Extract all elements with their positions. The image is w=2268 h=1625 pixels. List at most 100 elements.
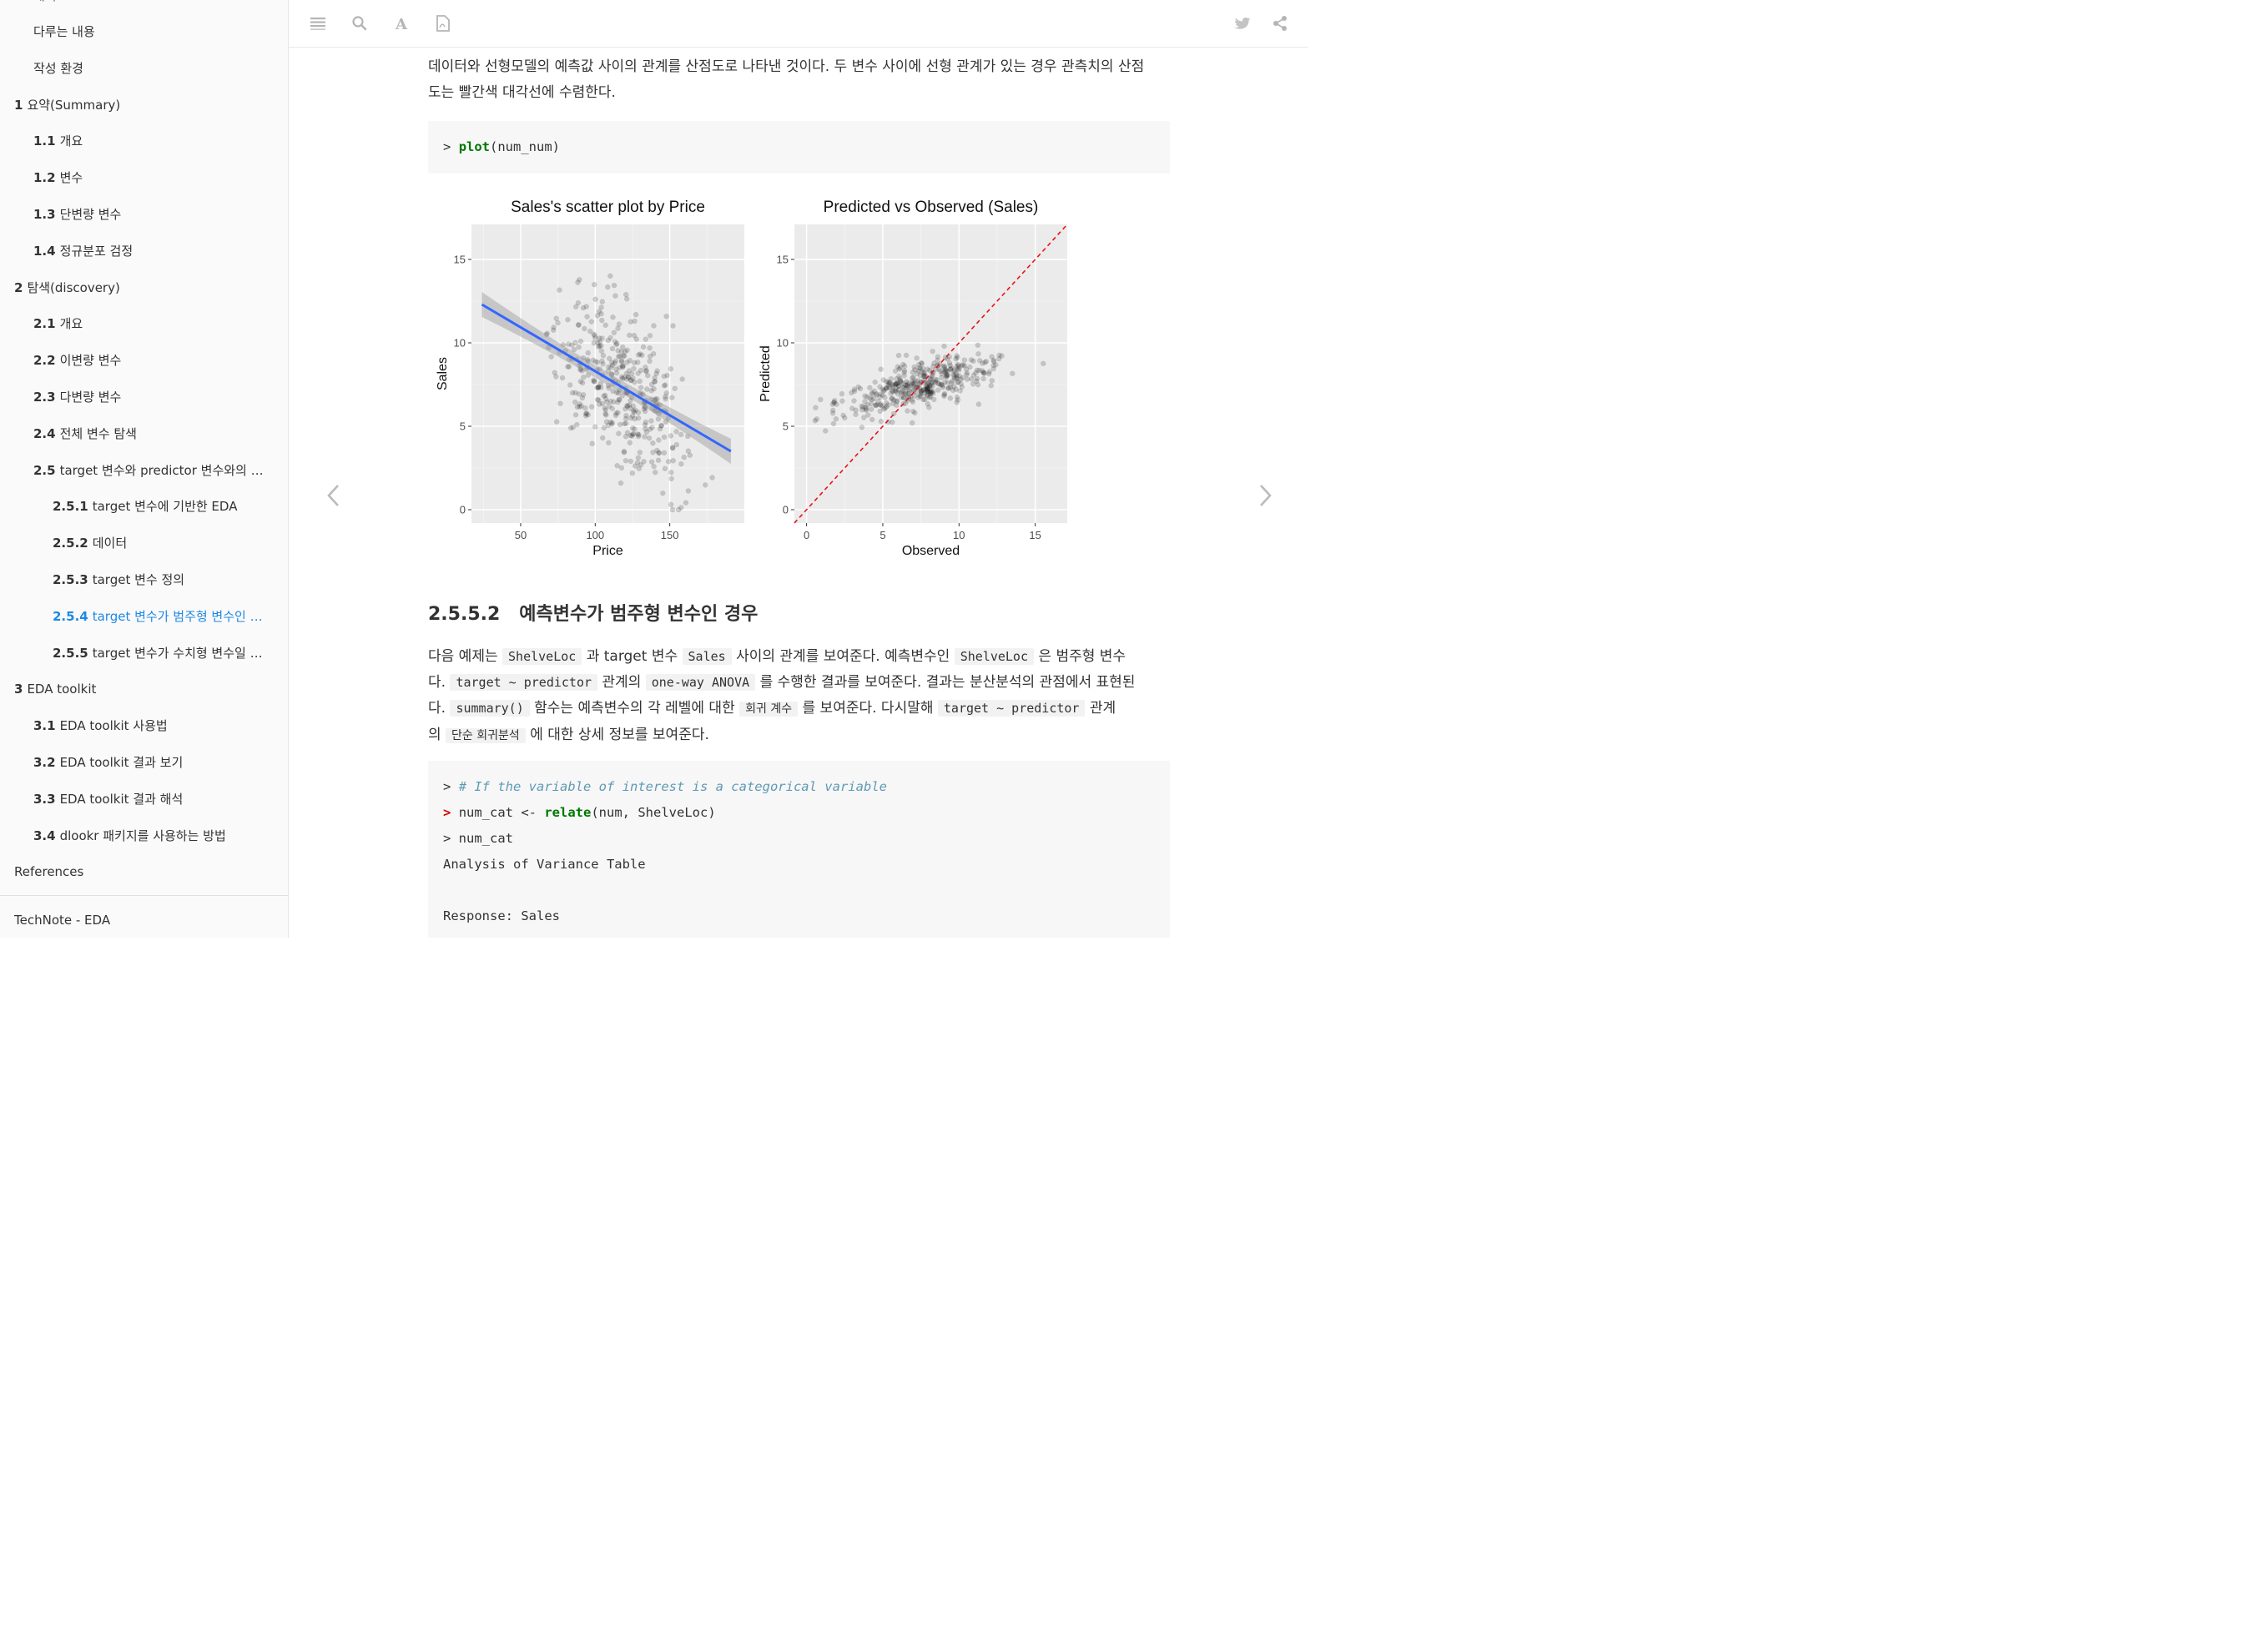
y-tick-label: 5 <box>783 420 789 433</box>
data-point <box>627 405 633 411</box>
previous-page-arrow-icon[interactable] <box>322 479 347 512</box>
search-icon[interactable] <box>348 12 371 35</box>
data-point <box>615 354 622 360</box>
data-point <box>947 384 954 390</box>
toc-partial-item[interactable]: 패키 <box>33 0 57 4</box>
data-point <box>918 360 925 366</box>
data-point <box>622 349 628 355</box>
data-point <box>703 482 708 488</box>
sidebar-item[interactable]: 작성 환경 <box>0 56 273 81</box>
sidebar-item-number: 2 <box>14 279 23 295</box>
sidebar-item[interactable]: 3.1 EDA toolkit 사용법 <box>0 713 273 738</box>
data-point <box>890 419 895 425</box>
sidebar-item[interactable]: 3.4 dlookr 패키지를 사용하는 방법 <box>0 823 273 848</box>
sidebar-item[interactable]: 3.3 EDA toolkit 결과 해석 <box>0 787 273 812</box>
sidebar-item[interactable]: 2.5.2 데이터 <box>0 531 273 556</box>
data-point <box>553 315 559 322</box>
sidebar-item[interactable]: 다루는 내용 <box>0 19 273 44</box>
data-point <box>643 369 649 375</box>
data-point <box>652 379 658 385</box>
book-title-link[interactable]: TechNote - EDA <box>14 913 111 928</box>
data-point <box>638 462 644 468</box>
sidebar-item[interactable]: 2.3 다변량 변수 <box>0 385 273 410</box>
data-point <box>621 375 627 380</box>
data-point <box>974 367 980 374</box>
twitter-icon[interactable] <box>1227 12 1251 35</box>
sidebar-item[interactable]: 2 탐색(discovery) <box>0 275 273 300</box>
sidebar-item[interactable]: 2.5.4 target 변수가 범주형 변수인 경... <box>0 604 273 629</box>
data-point <box>620 363 627 369</box>
sidebar-item[interactable]: 2.1 개요 <box>0 311 273 336</box>
x-tick-label: 100 <box>586 529 604 541</box>
next-page-arrow-icon[interactable] <box>1253 479 1278 512</box>
sidebar-item[interactable]: 3.2 EDA toolkit 결과 보기 <box>0 750 273 775</box>
data-point <box>646 435 653 441</box>
data-point <box>879 403 885 409</box>
share-icon[interactable] <box>1268 12 1292 35</box>
data-point <box>993 362 999 368</box>
sidebar-item[interactable]: 2.5.3 target 변수 정의 <box>0 567 273 592</box>
sidebar-item[interactable]: References <box>0 859 273 884</box>
sidebar-item[interactable]: 2.4 전체 변수 탐색 <box>0 421 273 446</box>
sidebar-item[interactable]: 2.2 이변량 변수 <box>0 348 273 373</box>
data-point <box>869 416 875 423</box>
data-point <box>830 420 837 427</box>
data-point <box>980 370 987 376</box>
data-point <box>903 352 910 359</box>
data-point <box>627 458 634 465</box>
pdf-icon[interactable] <box>431 12 454 35</box>
data-point <box>550 327 557 334</box>
data-point <box>893 386 900 392</box>
data-point <box>635 455 642 461</box>
data-point <box>879 386 885 392</box>
data-point <box>602 410 608 417</box>
inline-code: 회귀 계수 <box>739 702 799 717</box>
data-point <box>942 369 949 375</box>
data-point <box>860 404 866 410</box>
data-point <box>941 364 948 370</box>
sidebar-item-label: 정규분포 검정 <box>59 243 134 259</box>
data-point <box>596 397 602 404</box>
y-tick-label: 0 <box>783 504 789 516</box>
data-point <box>897 376 903 382</box>
sidebar-item[interactable]: 1 요약(Summary) <box>0 93 273 118</box>
data-point <box>943 374 949 380</box>
sidebar-item[interactable]: 2.5.5 target 변수가 수치형 변수일 때... <box>0 641 273 666</box>
data-point <box>867 395 873 401</box>
data-point <box>877 408 883 415</box>
data-point <box>709 475 715 480</box>
data-point <box>953 370 959 377</box>
data-point <box>933 366 939 372</box>
data-point <box>900 361 906 368</box>
data-point <box>605 422 612 429</box>
sidebar-item[interactable]: 3 EDA toolkit <box>0 677 273 702</box>
sidebar-item[interactable]: 1.1 개요 <box>0 128 273 153</box>
y-axis-label: Sales <box>436 357 450 390</box>
data-point <box>609 345 616 352</box>
data-point <box>930 348 935 355</box>
data-point <box>603 419 610 425</box>
chart-title: Sales's scatter plot by Price <box>511 199 705 216</box>
data-point <box>928 376 934 382</box>
data-point <box>599 358 605 365</box>
sidebar-item[interactable]: 2.5 target 변수와 predictor 변수와의 관계 <box>0 458 273 483</box>
data-point <box>633 311 639 318</box>
data-point <box>924 386 930 392</box>
sidebar-item[interactable]: 2.5.1 target 변수에 기반한 EDA <box>0 494 273 519</box>
data-point <box>650 450 656 455</box>
data-point <box>878 391 884 397</box>
data-point <box>626 402 633 408</box>
data-point <box>616 321 622 327</box>
code-line: > plot(num_num) <box>443 134 560 160</box>
data-point <box>613 341 619 348</box>
data-point <box>628 395 635 400</box>
sidebar-item[interactable]: 1.2 변수 <box>0 165 273 190</box>
data-point <box>669 506 676 513</box>
menu-icon[interactable] <box>306 12 330 35</box>
font-icon[interactable]: A <box>390 12 413 35</box>
sidebar-item[interactable]: 1.4 정규분포 검정 <box>0 239 273 264</box>
data-point <box>925 385 931 391</box>
data-point <box>577 404 582 410</box>
sidebar-item[interactable]: 1.3 단변량 변수 <box>0 202 273 227</box>
